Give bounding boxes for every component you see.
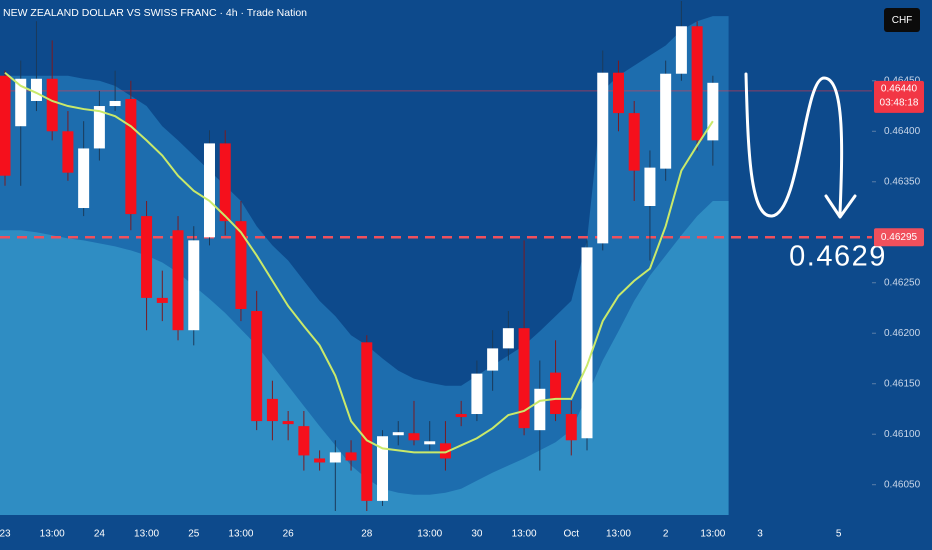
candle-body — [675, 26, 687, 74]
candle-body — [408, 433, 420, 441]
candle-body — [219, 143, 231, 222]
candle-body — [612, 72, 624, 114]
y-tick-label: 0.46200 — [884, 328, 921, 339]
candle-body — [329, 452, 341, 463]
candle-body — [251, 311, 263, 422]
candle-body — [15, 78, 27, 127]
candle-body — [628, 113, 640, 171]
x-tick-label: Oct — [563, 529, 579, 540]
x-tick-label: 25 — [188, 529, 200, 540]
moving-average — [4, 71, 714, 454]
y-tick-label: 0.46050 — [884, 479, 921, 490]
candle-body — [565, 414, 577, 441]
candle-body — [298, 426, 310, 456]
candle-body — [46, 78, 58, 132]
x-tick-label: 28 — [361, 529, 373, 540]
candle-body — [487, 348, 499, 371]
y-tick-label: 0.46100 — [884, 429, 921, 440]
y-tick-label: 0.46150 — [884, 378, 921, 389]
candle-body — [62, 131, 74, 173]
candle-body — [78, 148, 90, 209]
candle-body — [471, 373, 483, 415]
candle-body — [93, 106, 105, 149]
candle-body — [266, 398, 278, 422]
x-tick-label: 3 — [757, 529, 763, 540]
candle-body — [424, 441, 436, 445]
candle-body — [30, 78, 42, 101]
chart-title: NEW ZEALAND DOLLAR VS SWISS FRANC · 4h ·… — [3, 7, 307, 19]
y-tick-label: 0.46350 — [884, 176, 921, 187]
x-tick-label: 23 — [0, 529, 11, 540]
candle-body — [172, 230, 184, 331]
candle-body — [0, 75, 11, 176]
candle-body — [235, 221, 247, 309]
candle-body — [109, 100, 121, 107]
candle-body — [581, 247, 593, 439]
candle-body — [597, 72, 609, 244]
x-tick-label: 26 — [283, 529, 295, 540]
currency-button-label[interactable]: CHF — [892, 15, 913, 26]
x-tick-label: 13:00 — [134, 529, 159, 540]
x-tick-label: 24 — [94, 529, 106, 540]
candle-body — [439, 443, 451, 459]
candle-body — [156, 297, 168, 303]
candle-body — [455, 414, 467, 418]
candle-body — [125, 98, 137, 215]
level-tag-label: 0.46295 — [881, 232, 918, 243]
x-tick-label: 13:00 — [512, 529, 537, 540]
x-tick-label: 13:00 — [228, 529, 253, 540]
x-tick-label: 30 — [471, 529, 483, 540]
x-tick-label: 13:00 — [40, 529, 65, 540]
candle-body — [518, 328, 530, 429]
candle-body — [188, 240, 200, 331]
candle-body — [282, 421, 294, 425]
candle-body — [345, 452, 357, 461]
arrow-drawing — [744, 72, 844, 218]
price-tag — [874, 80, 924, 113]
candle-body — [691, 26, 703, 141]
candle-body — [377, 436, 389, 501]
candle-body — [660, 73, 672, 169]
candle-body — [550, 372, 562, 415]
price-tag-label: 0.46440 — [881, 84, 918, 95]
y-tick-label: 0.46400 — [884, 126, 921, 137]
x-tick-label: 13:00 — [606, 529, 631, 540]
candle-body — [314, 458, 326, 463]
x-tick-label: 5 — [836, 529, 842, 540]
plot-area — [0, 1, 872, 516]
y-tick-label: 0.46250 — [884, 277, 921, 288]
currency-button[interactable] — [884, 8, 920, 32]
arrow-head — [824, 194, 857, 219]
candle-body — [361, 342, 373, 501]
candle-body — [534, 388, 546, 431]
x-tick-label: 2 — [663, 529, 669, 540]
level-tag — [874, 228, 924, 247]
candle-body — [392, 432, 404, 436]
candle-body — [141, 216, 153, 298]
candle-body — [644, 167, 656, 206]
x-tick-label: 13:00 — [417, 529, 442, 540]
price-countdown: 03:48:18 — [880, 98, 919, 109]
price-annotation: 0.4629 — [789, 241, 887, 273]
candle-body — [707, 82, 719, 141]
x-tick-label: 13:00 — [700, 529, 725, 540]
candle-body — [502, 328, 514, 349]
candle-body — [203, 143, 215, 238]
